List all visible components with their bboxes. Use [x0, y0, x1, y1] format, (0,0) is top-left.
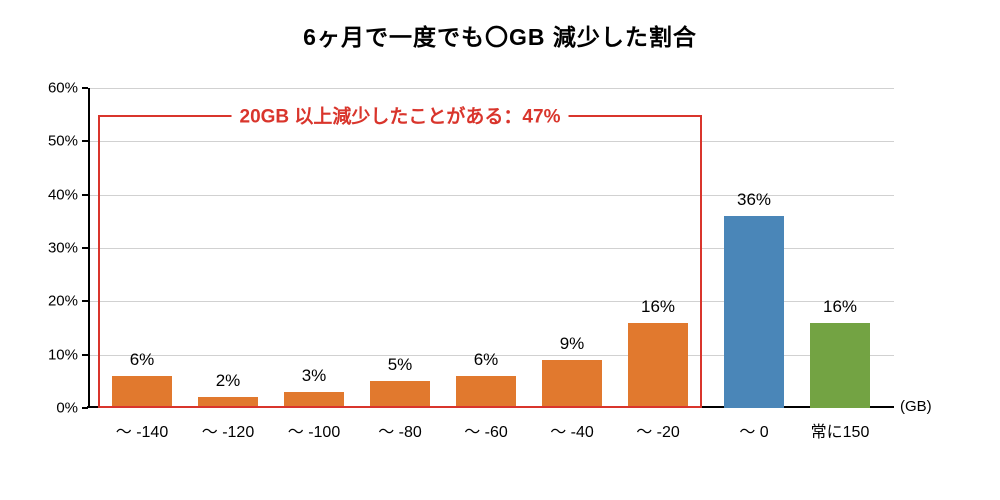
y-tick-label: 50%: [48, 133, 78, 150]
y-tick-label: 60%: [48, 80, 78, 97]
y-tick-label: 20%: [48, 293, 78, 310]
x-tick-label: ～ -40: [550, 418, 594, 442]
y-tick-label: 10%: [48, 346, 78, 363]
y-tick-label: 40%: [48, 186, 78, 203]
x-tick-label: ～ -140: [116, 418, 168, 442]
x-tick-label: ～ 0: [739, 418, 768, 442]
x-tick-label: 常に150: [811, 418, 870, 442]
x-tick-label: ～ -100: [288, 418, 340, 442]
plot-area: 0%10%20%30%40%50%60%6%～ -1402%～ -1203%～ …: [88, 88, 894, 408]
bar-value-label: 16%: [823, 297, 857, 317]
annotation-text: 20GB 以上減少したことがある：47%: [232, 101, 569, 128]
chart-container: 6ヶ月で一度でも〇GB 減少した割合 0%10%20%30%40%50%60%6…: [0, 0, 1000, 500]
y-tick-label: 30%: [48, 240, 78, 257]
bar: 36%: [724, 216, 784, 408]
bar-value-label: 36%: [737, 190, 771, 210]
x-tick-label: ～ -20: [636, 418, 680, 442]
gridline: [88, 88, 894, 89]
bar: 16%: [810, 323, 870, 408]
x-tick-label: ～ -60: [464, 418, 508, 442]
x-tick-label: ～ -80: [378, 418, 422, 442]
y-tick-label: 0%: [56, 400, 78, 417]
x-tick-label: ～ -120: [202, 418, 254, 442]
annotation-box: [98, 115, 702, 408]
chart-title: 6ヶ月で一度でも〇GB 減少した割合: [0, 18, 1000, 52]
x-axis-unit: (GB): [900, 398, 932, 415]
